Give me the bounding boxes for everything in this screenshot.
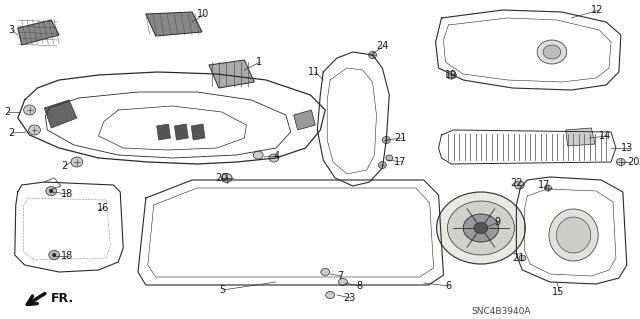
Ellipse shape [221, 174, 232, 182]
Ellipse shape [339, 278, 348, 286]
Ellipse shape [253, 151, 263, 159]
Text: 2: 2 [4, 107, 10, 117]
Text: 17: 17 [394, 157, 406, 167]
Polygon shape [191, 124, 205, 140]
Text: 23: 23 [343, 293, 355, 303]
Ellipse shape [519, 255, 526, 261]
Text: 15: 15 [552, 287, 564, 297]
Text: 12: 12 [591, 5, 604, 15]
Text: 21: 21 [394, 133, 406, 143]
Circle shape [52, 253, 56, 257]
Circle shape [49, 189, 53, 193]
Text: 7: 7 [337, 271, 343, 281]
Polygon shape [146, 12, 202, 36]
Text: 8: 8 [356, 281, 363, 291]
Text: 3: 3 [8, 25, 14, 35]
Text: 11: 11 [307, 67, 320, 77]
Text: 17: 17 [538, 180, 550, 190]
Ellipse shape [46, 187, 57, 196]
Text: 20: 20 [627, 157, 639, 167]
Ellipse shape [515, 181, 524, 189]
Ellipse shape [436, 192, 525, 264]
Text: 19: 19 [445, 70, 458, 80]
Ellipse shape [386, 155, 393, 161]
Polygon shape [209, 60, 254, 88]
Polygon shape [18, 20, 59, 45]
Ellipse shape [326, 292, 335, 299]
Polygon shape [175, 124, 188, 140]
Text: 9: 9 [495, 217, 501, 227]
Polygon shape [294, 110, 316, 130]
Ellipse shape [556, 217, 591, 253]
Ellipse shape [447, 71, 456, 79]
Text: 1: 1 [256, 57, 262, 67]
Text: 10: 10 [197, 9, 209, 19]
Ellipse shape [382, 137, 390, 144]
Ellipse shape [537, 40, 566, 64]
Ellipse shape [616, 159, 625, 166]
Ellipse shape [463, 214, 499, 242]
Text: 4: 4 [274, 151, 280, 161]
Text: 14: 14 [599, 131, 611, 141]
Text: 5: 5 [219, 285, 225, 295]
Ellipse shape [378, 161, 387, 168]
Ellipse shape [24, 105, 35, 115]
Text: 24: 24 [376, 41, 389, 51]
Text: 18: 18 [61, 251, 74, 261]
Ellipse shape [269, 154, 279, 162]
Ellipse shape [369, 51, 376, 58]
Text: FR.: FR. [51, 292, 74, 305]
Text: 18: 18 [61, 189, 74, 199]
Text: 20: 20 [215, 173, 227, 183]
Text: SNC4B3940A: SNC4B3940A [471, 308, 531, 316]
Ellipse shape [71, 157, 83, 167]
Text: 13: 13 [621, 143, 633, 153]
Ellipse shape [549, 209, 598, 261]
Ellipse shape [474, 222, 488, 234]
Ellipse shape [321, 269, 330, 276]
Text: 2: 2 [8, 128, 14, 138]
Ellipse shape [545, 185, 552, 191]
Ellipse shape [49, 250, 60, 259]
Ellipse shape [543, 45, 561, 59]
Text: 22: 22 [511, 178, 523, 188]
Text: 2: 2 [61, 161, 67, 171]
Polygon shape [157, 124, 170, 140]
Text: 6: 6 [445, 281, 452, 291]
Ellipse shape [29, 125, 40, 135]
Polygon shape [44, 100, 77, 128]
Text: 16: 16 [97, 203, 109, 213]
Ellipse shape [447, 201, 515, 255]
Polygon shape [566, 128, 595, 146]
Text: 21: 21 [513, 253, 525, 263]
